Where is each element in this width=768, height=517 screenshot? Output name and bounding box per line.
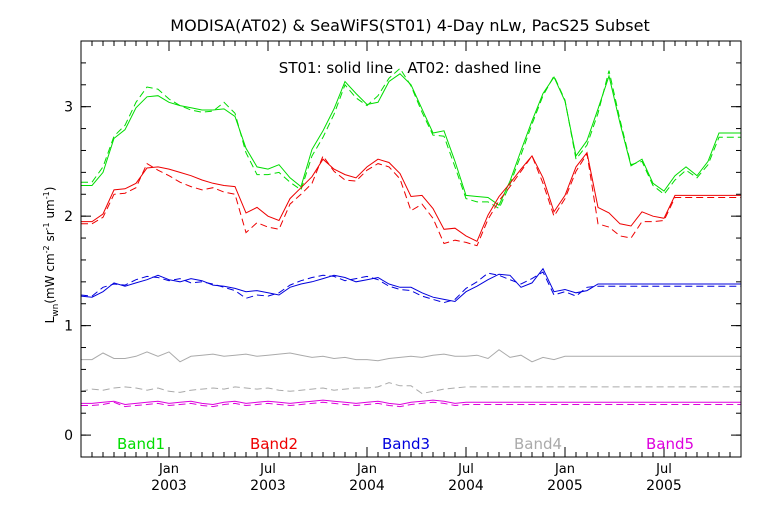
y-tick-label: 3 bbox=[64, 100, 73, 116]
x-tick-label-year: 2004 bbox=[349, 478, 385, 494]
band2-st01-solid-line bbox=[81, 151, 741, 242]
y-tick-label: 2 bbox=[64, 209, 73, 225]
line-style-annotation: ST01: solid line AT02: dashed line bbox=[279, 59, 541, 77]
x-tick-label-year: 2005 bbox=[547, 478, 583, 494]
x-tick-label-month: Jul bbox=[259, 462, 276, 477]
band3-st01-solid-line bbox=[80, 267, 741, 303]
legend-band4: Band4 bbox=[514, 435, 562, 453]
y-axis-label: Lwn(mW cm-2 sr-1 um-1) bbox=[42, 187, 61, 324]
axes-layer: 0123Jan2003Jul2003Jan2004Jul2004Jan2005J… bbox=[64, 40, 742, 494]
band2-at02-dashed-line bbox=[81, 152, 741, 247]
legend: Band1 Band2 Band3 Band4 Band5 bbox=[117, 435, 694, 453]
y-tick-label: 1 bbox=[64, 319, 73, 335]
y-label-units-close: ) bbox=[43, 187, 57, 192]
y-label-sub: wn bbox=[51, 304, 61, 317]
x-tick-label-month: Jan bbox=[158, 462, 179, 477]
band5-at02-dashed-line bbox=[81, 401, 741, 408]
y-label-mid1: sr bbox=[43, 230, 57, 245]
x-tick-label-year: 2005 bbox=[646, 478, 682, 494]
y-label-exp3: -1 bbox=[42, 191, 51, 199]
svg-text:Lwn(mW cm-2 sr-1 um-1): Lwn(mW cm-2 sr-1 um-1) bbox=[42, 187, 61, 324]
y-label-main: L bbox=[43, 316, 57, 323]
x-tick-label-month: Jan bbox=[554, 462, 575, 477]
legend-band5: Band5 bbox=[646, 435, 694, 453]
x-tick-label-month: Jan bbox=[356, 462, 377, 477]
x-tick-label-year: 2003 bbox=[250, 478, 286, 494]
y-label-units-open: (mW cm bbox=[43, 253, 57, 303]
series-layer bbox=[80, 67, 741, 408]
y-tick-label: 0 bbox=[64, 428, 73, 444]
x-tick-label-month: Jul bbox=[655, 462, 672, 477]
band1-at02-dashed-line bbox=[81, 67, 741, 210]
legend-band3: Band3 bbox=[382, 435, 430, 453]
legend-band2: Band2 bbox=[250, 435, 298, 453]
band4-st01-solid-line bbox=[81, 349, 741, 363]
chart-title: MODISA(AT02) & SeaWiFS(ST01) 4-Day nLw, … bbox=[170, 16, 649, 35]
y-label-exp2: -1 bbox=[42, 222, 51, 230]
legend-band1: Band1 bbox=[117, 435, 165, 453]
band1-st01-solid-line bbox=[81, 73, 741, 206]
x-tick-label-year: 2004 bbox=[448, 478, 484, 494]
x-tick-label-year: 2003 bbox=[151, 478, 187, 494]
band5-st01-solid-line bbox=[81, 399, 741, 406]
band4-at02-dashed-line bbox=[80, 382, 741, 395]
y-label-mid2: um bbox=[43, 199, 57, 222]
band3-at02-dashed-line bbox=[80, 271, 741, 304]
x-tick-label-month: Jul bbox=[457, 462, 474, 477]
y-label-exp1: -2 bbox=[42, 245, 51, 253]
